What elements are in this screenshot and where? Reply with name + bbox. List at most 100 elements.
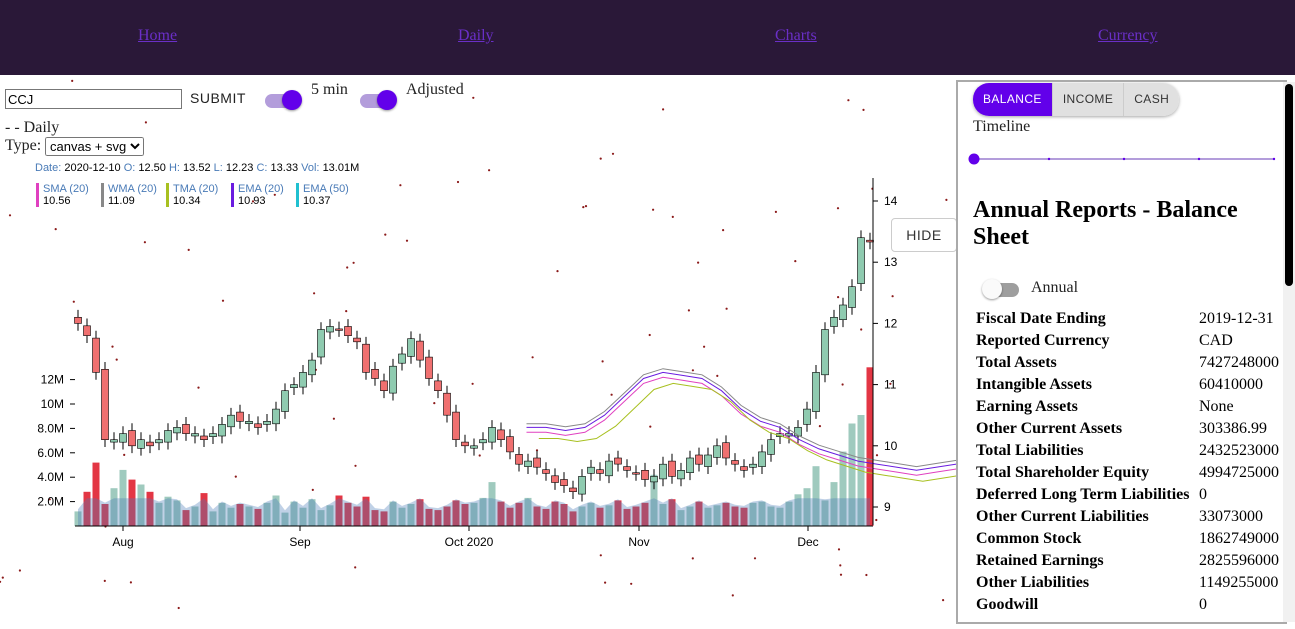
volume-bar: [236, 504, 244, 526]
candle-body: [434, 380, 442, 391]
render-type-select[interactable]: canvas + svg: [45, 137, 144, 156]
interval-toggle[interactable]: [264, 89, 304, 111]
candle-body: [137, 439, 145, 449]
candle-body: [218, 424, 226, 437]
scrollbar-thumb[interactable]: [1285, 84, 1293, 286]
indicator-wma20: WMA (20) 11.09: [101, 183, 157, 207]
volume-bar: [326, 505, 334, 526]
row-value: 303386.99: [1199, 420, 1267, 437]
volume-bar: [254, 508, 262, 526]
volume-bar: [578, 506, 586, 526]
background-dot: [687, 309, 691, 312]
background-dot: [143, 241, 146, 244]
open-value: 12.50: [138, 162, 166, 174]
nav-link-daily[interactable]: Daily: [458, 27, 494, 44]
background-dot: [144, 121, 147, 124]
background-dot: [862, 108, 865, 111]
candle-body: [92, 337, 100, 373]
candle-body: [425, 356, 433, 379]
panel-scrollbar[interactable]: [1283, 82, 1295, 622]
time-tick-label: Dec: [797, 535, 818, 549]
candle-body: [767, 439, 775, 455]
table-row: Total Liabilities 2432523000: [974, 440, 1281, 462]
candle-body: [794, 427, 802, 437]
row-key: Reported Currency: [976, 332, 1110, 349]
background-dot: [123, 453, 126, 456]
candle-body: [353, 337, 361, 343]
candle-body: [524, 460, 532, 467]
candle-body: [821, 329, 829, 376]
volume-bar: [839, 451, 847, 526]
background-dot: [352, 261, 355, 264]
candle-body: [119, 433, 127, 443]
candle-body: [209, 433, 217, 438]
volume-bar: [290, 501, 298, 526]
candle-body: [254, 423, 262, 428]
volume-bar: [335, 495, 343, 526]
tab-cash[interactable]: CASH: [1124, 83, 1180, 116]
stock-chart[interactable]: 14 13 12 11 10 9 12M 10M 8.0M 6.0M 4.0M 2.0M Aug Se…: [0, 60, 960, 620]
hide-panel-button[interactable]: HIDE: [891, 218, 957, 252]
price-tick-label: 13: [884, 255, 898, 269]
background-dot: [332, 417, 335, 420]
tab-income[interactable]: INCOME: [1052, 83, 1125, 116]
vol-value: 13.01M: [322, 162, 360, 174]
volume-bar: [587, 502, 595, 526]
volume-bar: [848, 423, 856, 526]
adjusted-toggle[interactable]: [359, 89, 399, 111]
nav-link-home[interactable]: Home: [138, 27, 178, 44]
moving-average-lines: [526, 368, 960, 482]
nav-link-currency[interactable]: Currency: [1098, 27, 1158, 44]
volume-tick-label: 4.0M: [37, 470, 64, 484]
table-row: Retained Earnings 2825596000: [974, 550, 1281, 572]
candle-body: [236, 411, 244, 422]
row-key: Retained Earnings: [976, 552, 1104, 569]
volume-bar: [506, 507, 514, 526]
annual-toggle[interactable]: [982, 278, 1022, 300]
indicator-tma20: TMA (20) 10.34: [166, 183, 218, 207]
row-value: 1149255000: [1199, 574, 1279, 591]
candle-body: [128, 430, 136, 447]
tab-balance[interactable]: BALANCE: [973, 83, 1053, 116]
candle-body: [245, 420, 253, 424]
candle-body: [173, 427, 181, 434]
table-row: Earning Assets None: [974, 396, 1281, 418]
nav-link-charts[interactable]: Charts: [775, 27, 817, 44]
background-dot: [234, 475, 237, 478]
volume-bar: [407, 504, 415, 526]
candle-body: [452, 411, 460, 440]
volume-average-area: [78, 498, 870, 526]
candle-body: [335, 328, 343, 331]
candle-body: [578, 476, 586, 495]
volume-bar: [497, 501, 505, 526]
submit-button[interactable]: SUBMIT: [190, 90, 246, 106]
row-value: 33073000: [1199, 508, 1263, 525]
candle-body: [677, 469, 685, 480]
candle-body: [623, 466, 631, 471]
background-dot: [103, 579, 106, 583]
candle-body: [731, 460, 739, 465]
candle-body: [632, 472, 640, 475]
close-label: C:: [256, 162, 268, 174]
volume-bar: [641, 502, 649, 526]
volume-bar: [389, 501, 397, 526]
timeline-slider[interactable]: [966, 150, 1276, 170]
price-tick-label: 11: [884, 378, 897, 392]
volume-bar: [362, 496, 370, 526]
ticker-input[interactable]: [5, 89, 182, 109]
volume-bar: [344, 502, 352, 526]
background-dot: [582, 206, 585, 209]
time-axis: Aug Sep Oct 2020 Nov Dec: [75, 525, 873, 549]
top-navigation: Home Daily Charts Currency: [0, 0, 1295, 75]
close-value: 13.33: [270, 162, 299, 174]
background-dot: [531, 356, 534, 359]
background-dot: [611, 152, 615, 155]
volume-bar: [434, 510, 442, 526]
volume-bar: [704, 507, 712, 526]
table-row: Fiscal Date Ending 2019-12-31: [974, 308, 1281, 330]
volume-tick-label: 10M: [41, 397, 64, 411]
volume-bar: [803, 488, 811, 526]
background-dot: [716, 374, 719, 377]
volume-bar: [146, 491, 154, 526]
volume-bar: [281, 512, 289, 526]
